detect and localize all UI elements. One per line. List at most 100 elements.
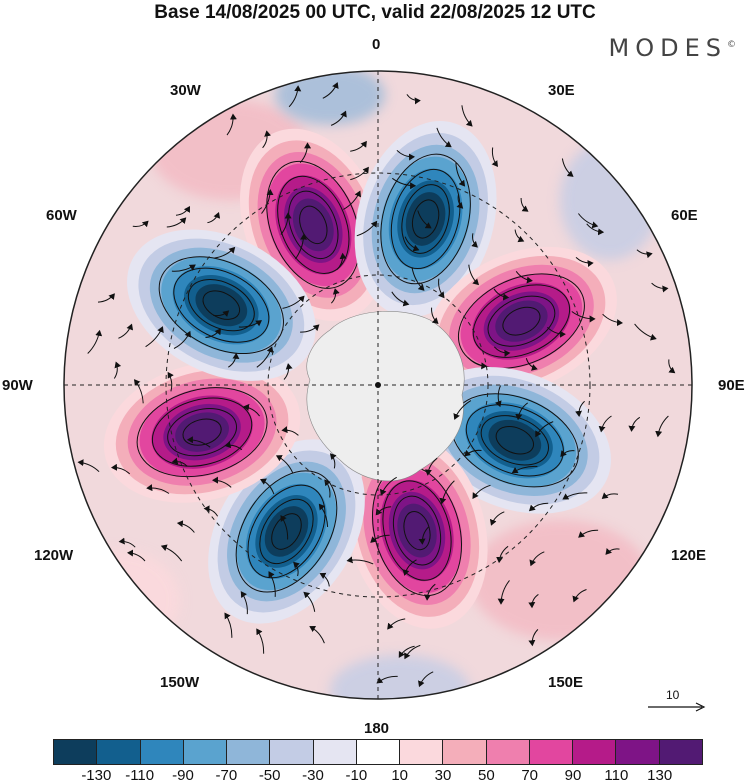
streamline-arrow bbox=[491, 147, 498, 168]
streamline-arrow bbox=[330, 110, 347, 126]
streamline-arrow bbox=[243, 403, 261, 417]
streamline-arrow bbox=[350, 166, 369, 181]
streamline-arrow bbox=[561, 158, 574, 177]
colorbar-tick-6: -10 bbox=[345, 767, 368, 784]
streamline-arrow bbox=[376, 675, 398, 684]
reference-vector: 10 bbox=[646, 688, 706, 718]
streamline-arrow bbox=[598, 415, 612, 433]
streamline-arrow bbox=[356, 220, 378, 237]
label-lon-120w: 120W bbox=[34, 547, 74, 564]
streamline-arrow bbox=[560, 450, 575, 457]
streamline-arrow bbox=[515, 402, 528, 421]
streamline-arrow bbox=[318, 503, 329, 528]
colorbar-tick-9: 50 bbox=[477, 767, 495, 784]
streamline-arrow bbox=[212, 476, 232, 488]
streamline-arrow bbox=[406, 94, 421, 105]
streamline-arrow bbox=[329, 453, 337, 469]
colorbar-tick-10: 70 bbox=[521, 767, 538, 784]
streamline-arrow bbox=[294, 233, 308, 260]
south-pole-marker bbox=[375, 382, 381, 388]
streamline-arrow bbox=[186, 436, 211, 448]
colorbar-swatch-12 bbox=[573, 740, 617, 764]
label-lon-60e: 60E bbox=[671, 207, 698, 224]
streamline-arrow bbox=[418, 526, 429, 545]
colorbar-swatch-13 bbox=[616, 740, 660, 764]
streamline-arrow bbox=[528, 502, 549, 512]
colorbar-swatch-2 bbox=[140, 740, 184, 764]
streamline-arrow bbox=[288, 85, 302, 108]
streamline-arrow bbox=[571, 311, 596, 323]
streamline-arrow bbox=[259, 478, 275, 495]
streamline-arrow bbox=[387, 618, 406, 630]
streamline-arrow bbox=[350, 140, 367, 152]
streamline-arrow bbox=[436, 127, 452, 148]
map-title: Base 14/08/2025 00 UTC, valid 22/08/2025… bbox=[154, 2, 596, 23]
streamline-arrow bbox=[238, 320, 263, 328]
map-boundary bbox=[63, 70, 693, 700]
streamline-arrow bbox=[214, 246, 236, 259]
negative-anomaly-65w bbox=[127, 229, 316, 381]
colorbar-swatch-6 bbox=[313, 740, 357, 764]
streamline-arrow bbox=[404, 236, 420, 252]
colorbar-tick-11: 90 bbox=[564, 767, 582, 784]
streamline-arrow bbox=[605, 548, 620, 555]
streamline-arrow bbox=[330, 288, 340, 304]
streamline-arrow bbox=[572, 589, 587, 603]
colorbar-swatch-7 bbox=[356, 740, 401, 764]
streamline-arrow bbox=[280, 515, 289, 540]
streamline-arrow bbox=[411, 267, 425, 291]
colorbar-swatch-3 bbox=[183, 740, 228, 764]
colorbar-swatch-5 bbox=[270, 740, 314, 764]
streamline-arrow bbox=[431, 307, 439, 324]
colorbar-swatch-9 bbox=[443, 740, 487, 764]
streamline-arrow bbox=[496, 545, 509, 564]
streamline-arrow bbox=[471, 233, 478, 248]
colorbar-tick-7: 10 bbox=[391, 767, 408, 784]
colorbar-tick-3: -70 bbox=[215, 767, 238, 784]
streamline-arrow bbox=[133, 379, 144, 404]
streamline-arrow bbox=[118, 537, 136, 548]
streamlines bbox=[77, 82, 676, 688]
streamline-arrow bbox=[417, 210, 432, 229]
streamline-arrow bbox=[309, 625, 325, 644]
streamline-arrow bbox=[97, 293, 115, 303]
colorbar-swatch-10 bbox=[486, 740, 530, 764]
streamline-arrow bbox=[283, 363, 293, 380]
streamline-arrow bbox=[300, 324, 320, 333]
streamline-arrow bbox=[392, 177, 417, 190]
streamline-arrow bbox=[224, 612, 233, 638]
streamline-arrow bbox=[634, 323, 657, 341]
anomaly-cells bbox=[103, 121, 617, 629]
streamline-arrow bbox=[578, 529, 599, 538]
label-lon-60w: 60W bbox=[46, 207, 77, 224]
latitude-circle-outer bbox=[165, 172, 591, 598]
label-lon-90w: 90W bbox=[2, 377, 33, 394]
streamline-arrow bbox=[132, 220, 149, 228]
streamline-arrow bbox=[655, 415, 669, 438]
colorbar-tick-5: -30 bbox=[302, 767, 324, 784]
streamline-arrow bbox=[467, 357, 488, 370]
streamline-arrow bbox=[575, 400, 585, 417]
colorbar-swatch-0 bbox=[54, 740, 98, 764]
streamline-arrow bbox=[175, 205, 191, 216]
colorbar-swatch-11 bbox=[529, 740, 574, 764]
streamline-arrow bbox=[439, 480, 455, 505]
streamline-arrow bbox=[167, 371, 174, 392]
streamline-arrow bbox=[489, 511, 505, 526]
streamline-arrow bbox=[577, 213, 599, 229]
streamline-arrow bbox=[275, 455, 294, 474]
modes-logo: MODES© bbox=[609, 34, 736, 62]
streamline-arrow bbox=[207, 211, 221, 224]
streamline-arrow bbox=[520, 197, 529, 212]
weak-negative-anomaly-south bbox=[330, 655, 470, 699]
colorbar-swatch-4 bbox=[227, 740, 271, 764]
streamline-arrow bbox=[213, 310, 230, 318]
streamline-arrow bbox=[375, 506, 392, 516]
streamline-arrow bbox=[113, 361, 122, 379]
streamline-arrow bbox=[303, 591, 316, 612]
streamline-arrow bbox=[203, 505, 219, 517]
streamline-arrow bbox=[146, 484, 170, 494]
streamline-arrow bbox=[494, 385, 502, 408]
streamline-arrow bbox=[404, 644, 421, 660]
label-lon-150w: 150W bbox=[160, 674, 200, 691]
